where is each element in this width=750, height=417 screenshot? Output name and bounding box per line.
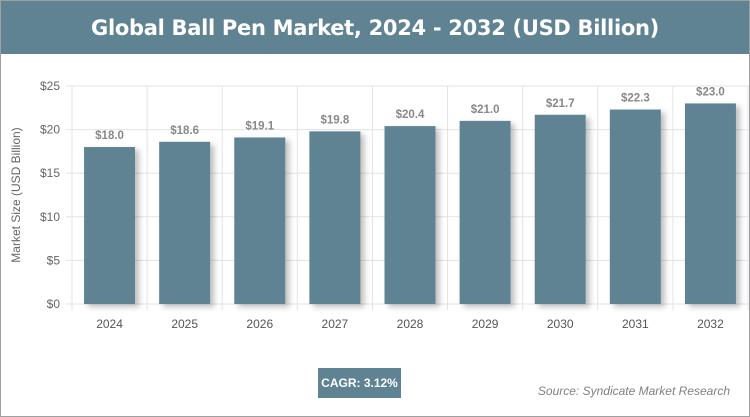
- bar-2028: [384, 126, 436, 304]
- bar-2024: [84, 147, 136, 304]
- cagr-badge: CAGR: 3.12%: [318, 368, 401, 398]
- y-axis-label: Market Size (USD Billion): [9, 127, 23, 262]
- data-label: $21.0: [471, 104, 500, 116]
- x-tick-label: 2024: [96, 317, 123, 331]
- x-tick-label: 2026: [246, 317, 273, 331]
- data-label: $19.8: [320, 114, 349, 126]
- data-label: $21.7: [546, 98, 575, 110]
- bar-2032: [684, 103, 736, 304]
- x-tick-label: 2027: [322, 317, 349, 331]
- data-label: $18.6: [170, 125, 199, 137]
- chart-title: Global Ball Pen Market, 2024 - 2032 (USD…: [1, 1, 749, 54]
- data-label: $23.0: [696, 86, 725, 98]
- x-tick-label: 2030: [547, 317, 574, 331]
- y-tick-label: $20: [40, 123, 60, 137]
- y-tick-label: $5: [47, 253, 61, 267]
- bar-2027: [309, 131, 361, 304]
- y-tick-label: $15: [40, 166, 60, 180]
- bar-2031: [609, 109, 661, 304]
- data-label: $22.3: [621, 93, 650, 105]
- y-tick-label: $0: [47, 297, 61, 311]
- x-tick-label: 2025: [171, 317, 198, 331]
- y-tick-label: $25: [40, 79, 60, 93]
- bar-2029: [459, 120, 511, 304]
- y-tick-label: $10: [40, 210, 60, 224]
- data-label: $19.1: [245, 120, 274, 132]
- bar-2025: [159, 141, 211, 304]
- x-tick-label: 2029: [472, 317, 499, 331]
- data-label: $20.4: [396, 109, 425, 121]
- data-label: $18.0: [95, 130, 124, 142]
- x-tick-label: 2032: [697, 317, 724, 331]
- bar-2030: [534, 114, 586, 304]
- x-tick-label: 2028: [397, 317, 424, 331]
- bar-2026: [234, 137, 286, 304]
- x-tick-label: 2031: [622, 317, 649, 331]
- source-note: Source: Syndicate Market Research: [537, 384, 730, 398]
